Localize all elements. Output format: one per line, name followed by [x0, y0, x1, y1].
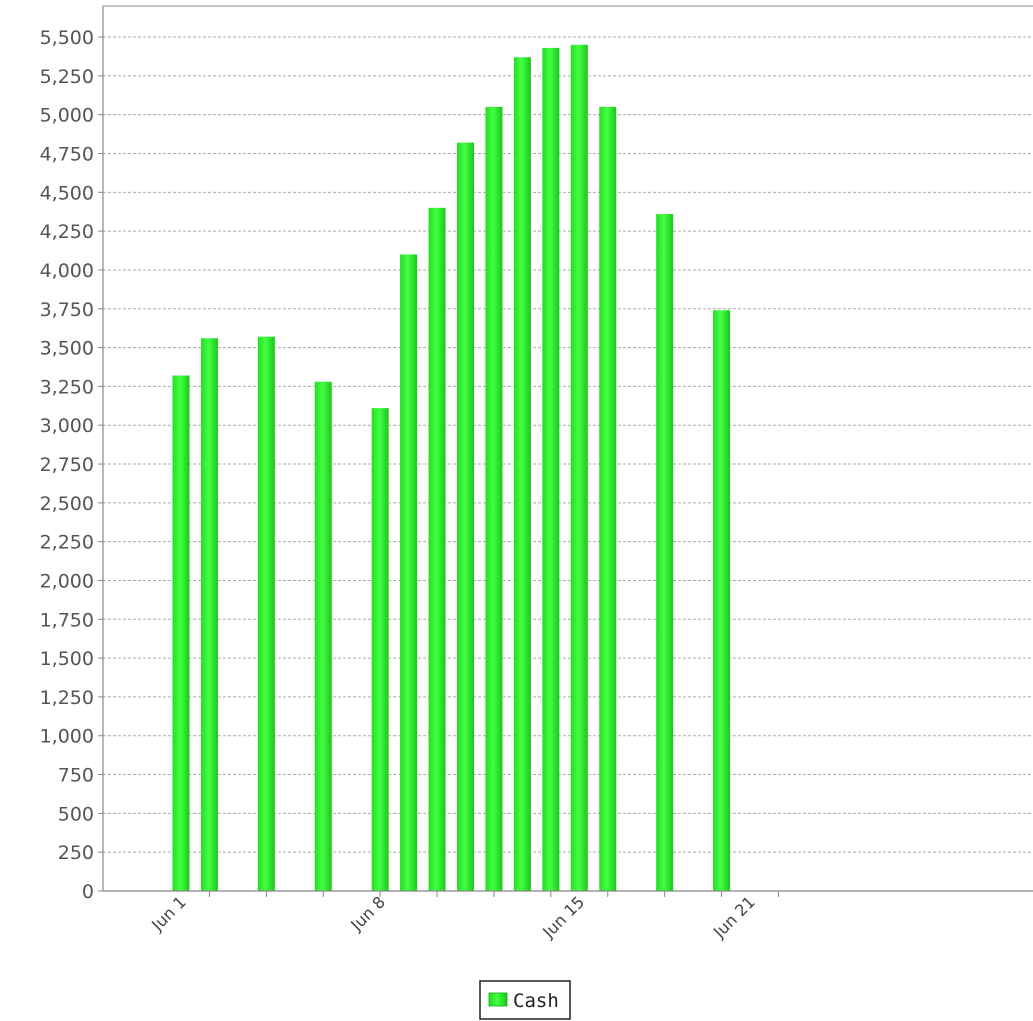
- y-tick-label: 4,250: [40, 221, 94, 243]
- bar-cash-jun-13: [513, 57, 531, 892]
- x-tick-label: Jun 15: [538, 892, 588, 942]
- legend: Cash: [479, 980, 571, 1020]
- y-tick-label: 2,000: [40, 570, 94, 592]
- y-tick-label: 500: [58, 803, 94, 825]
- bar-cash-jun-6: [314, 381, 332, 891]
- y-tick-label: 1,750: [40, 609, 94, 631]
- y-tick-label: 1,250: [40, 687, 94, 709]
- y-tick-label: 4,750: [40, 144, 94, 166]
- x-tick-label: Jun 8: [346, 892, 389, 935]
- y-tick-label: 2,250: [40, 532, 94, 554]
- bar-cash-jun-2: [200, 338, 218, 891]
- bars: [172, 44, 731, 892]
- bar-cash-jun-1: [172, 375, 190, 891]
- y-tick-label: 3,000: [40, 415, 94, 437]
- y-tick-label: 3,250: [40, 376, 94, 398]
- bar-cash-jun-18: [656, 214, 674, 892]
- x-tick-label: Jun 1: [147, 892, 190, 935]
- y-tick-label: 4,500: [40, 182, 94, 204]
- y-tick-label: 5,500: [40, 27, 94, 49]
- bar-cash-jun-9: [400, 254, 418, 892]
- bar-cash-jun-11: [457, 142, 474, 891]
- gridlines: [103, 36, 1033, 853]
- y-tick-label: 1,500: [40, 648, 94, 670]
- bar-cash-jun-8: [371, 408, 389, 891]
- bar-cash-jun-4: [257, 336, 275, 891]
- y-tick-label: 750: [58, 765, 94, 787]
- bar-cash-jun-12: [485, 106, 503, 892]
- y-tick-label: 2,500: [40, 493, 94, 515]
- y-tick-label: 5,250: [40, 66, 94, 88]
- x-tick-label: Jun 21: [709, 892, 759, 942]
- x-axis: Jun 1 Jun 8 Jun 15 Jun 21: [103, 890, 1033, 942]
- y-axis: 0 250 500 750 1,000 1,250 1,500 1,750 2,000 2,250…: [40, 5, 1033, 903]
- bar-cash-jun-15: [570, 44, 588, 891]
- y-tick-label: 2,750: [40, 454, 94, 476]
- legend-swatch-cash: [488, 992, 508, 1007]
- legend-label-cash: Cash: [513, 990, 559, 1012]
- bar-cash-jun-10: [428, 207, 446, 891]
- y-tick-label: 4,000: [40, 260, 94, 282]
- y-tick-label: 0: [82, 881, 94, 903]
- bar-cash-jun-16: [599, 106, 617, 892]
- y-tick-label: 3,500: [40, 338, 94, 360]
- y-tick-label: 1,000: [40, 726, 94, 748]
- bar-cash-jun-14: [542, 47, 560, 892]
- y-tick-label: 250: [58, 842, 94, 864]
- y-tick-label: 3,750: [40, 299, 94, 321]
- bar-cash-jun-20: [713, 310, 731, 891]
- y-tick-label: 5,000: [40, 105, 94, 127]
